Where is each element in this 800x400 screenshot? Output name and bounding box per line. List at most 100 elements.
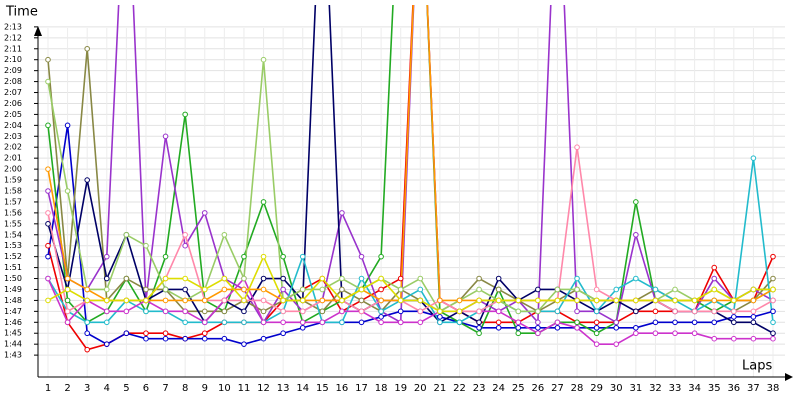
grid (34, 26, 785, 377)
point (182, 297, 188, 304)
y-axis-arrow (34, 26, 42, 36)
x-tick-label: 4 (104, 383, 110, 394)
point (280, 319, 286, 326)
point (319, 308, 326, 315)
point (64, 188, 71, 194)
point (652, 330, 659, 337)
x-tick-label: 34 (688, 383, 701, 394)
point (143, 286, 149, 293)
point (535, 286, 541, 293)
point (770, 308, 776, 315)
point (574, 324, 580, 331)
x-tick-label: 3 (84, 383, 90, 394)
point (593, 324, 600, 331)
point (319, 297, 326, 304)
point (535, 330, 541, 337)
point (123, 308, 130, 315)
x-tick-label: 8 (182, 383, 188, 394)
point (554, 319, 561, 326)
point (535, 319, 541, 326)
point (45, 253, 51, 260)
point (750, 297, 757, 304)
x-tick-label: 35 (708, 383, 721, 394)
point (750, 335, 757, 342)
point (280, 275, 286, 282)
x-tick-label: 18 (375, 383, 388, 394)
point (339, 308, 345, 315)
point (437, 314, 443, 320)
x-tick-label: 1 (45, 383, 51, 394)
point (358, 253, 365, 260)
point (182, 286, 188, 293)
point (652, 286, 659, 293)
x-tick-label: 14 (296, 383, 309, 394)
y-tick-label: 2:03 (4, 132, 22, 141)
point (260, 335, 267, 342)
point (280, 297, 286, 304)
point (280, 253, 286, 260)
point (731, 319, 737, 326)
y-tick-label: 2:08 (4, 77, 22, 86)
y-tick-label: 2:06 (4, 99, 22, 108)
point (593, 319, 600, 326)
point (84, 319, 90, 326)
point (672, 308, 678, 315)
point (221, 335, 228, 342)
point (593, 341, 600, 347)
point (593, 308, 600, 315)
point (515, 324, 522, 331)
y-tick-label: 1:47 (4, 307, 22, 316)
point (103, 286, 110, 293)
x-tick-label: 6 (143, 383, 149, 394)
x-tick-label: 33 (669, 383, 682, 394)
point (339, 275, 345, 282)
x-tick-label: 36 (727, 383, 740, 394)
x-tick-label: 12 (257, 383, 270, 394)
point (45, 210, 51, 216)
point (260, 253, 267, 260)
point (456, 308, 463, 315)
point (103, 319, 110, 326)
point (221, 297, 228, 304)
point (45, 188, 51, 194)
point (45, 221, 51, 227)
point (241, 319, 247, 326)
point (397, 297, 404, 304)
point (103, 297, 110, 304)
point (495, 324, 502, 331)
point (574, 297, 580, 304)
point (123, 297, 130, 304)
point (221, 275, 228, 282)
y-tick-label: 1:53 (4, 241, 22, 250)
point (672, 319, 678, 326)
point (201, 335, 208, 342)
point (201, 308, 208, 315)
point (358, 308, 365, 315)
y-tick-label: 2:02 (4, 143, 22, 152)
point (711, 286, 718, 293)
point (770, 253, 776, 260)
point (84, 177, 90, 183)
point (535, 324, 541, 331)
point (633, 330, 639, 337)
y-tick-label: 2:00 (4, 165, 22, 174)
point (64, 275, 71, 282)
point (613, 324, 620, 331)
point (397, 308, 404, 315)
point (143, 330, 149, 337)
point (378, 275, 384, 282)
y-tick-label: 1:52 (4, 252, 22, 261)
point (162, 286, 169, 293)
point (221, 308, 228, 315)
point (221, 286, 228, 293)
point (476, 275, 482, 282)
x-tick-label: 5 (123, 383, 129, 394)
point (770, 319, 776, 326)
point (672, 286, 678, 293)
point (731, 335, 737, 342)
point (633, 199, 639, 205)
point (182, 335, 188, 342)
point (437, 308, 443, 315)
point (633, 297, 639, 304)
point (241, 286, 247, 293)
